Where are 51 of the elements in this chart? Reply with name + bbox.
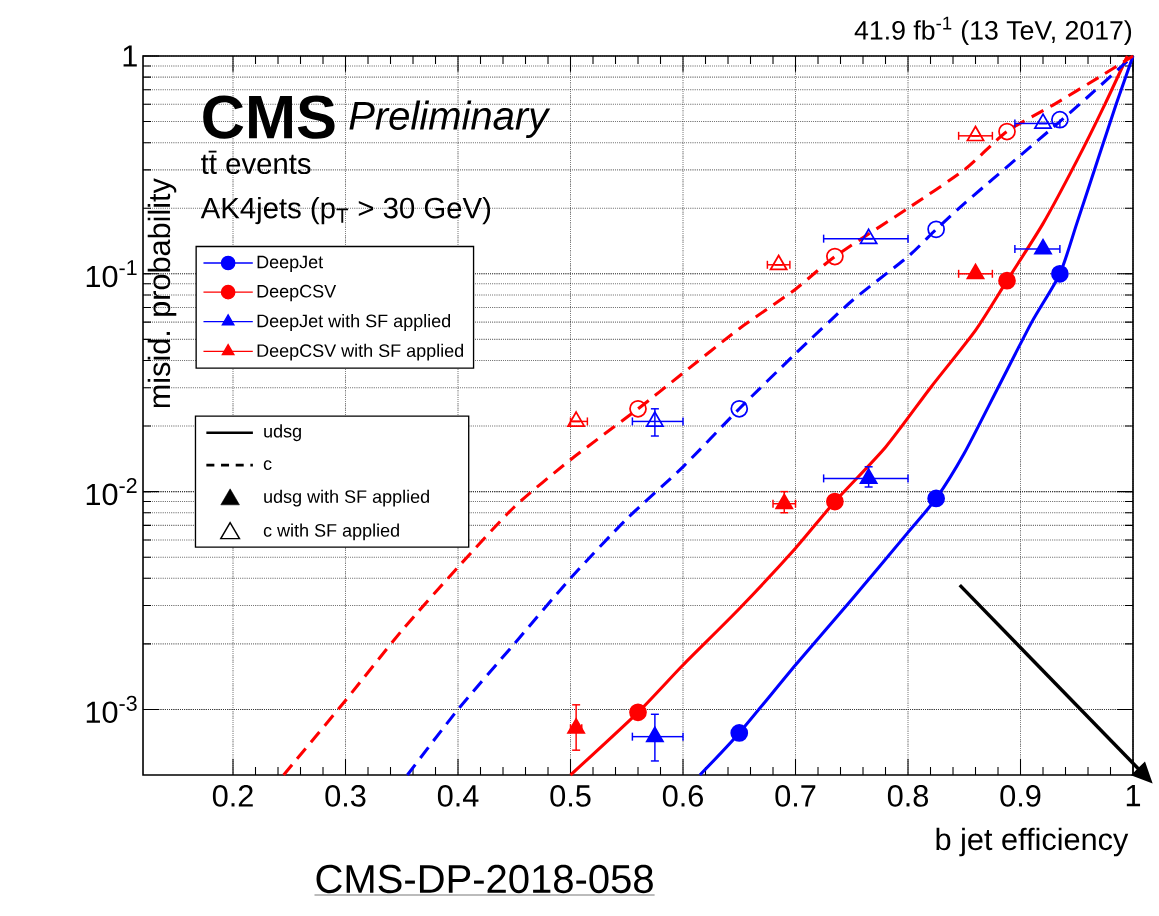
legend-label: DeepJet with SF applied	[257, 314, 451, 331]
annotation: CMS	[203, 95, 335, 139]
text: 41.9 fb$^{-1}$ (13 TeV, 2017)	[854, 16, 1132, 46]
point	[730, 724, 749, 742]
point	[1051, 110, 1069, 129]
x-tick-label: 0.5	[550, 785, 591, 807]
point	[1034, 238, 1052, 255]
annotation: udsg	[264, 424, 301, 442]
x-tick-label: 1	[1126, 785, 1141, 807]
x-tick-label: 0.8	[887, 785, 928, 807]
text: CMS-DP-2018-058	[316, 864, 653, 894]
point	[645, 726, 664, 743]
x-tick-label: 0.3	[325, 785, 366, 807]
x-tick-label: 0.4	[437, 785, 479, 807]
point	[775, 493, 794, 510]
point	[730, 399, 749, 418]
legend-label: DeepJet	[257, 255, 324, 272]
point	[859, 228, 878, 245]
x-axis-title: b jet efficiency	[936, 827, 1129, 857]
point	[927, 489, 945, 508]
annotation: c	[263, 460, 272, 471]
point	[769, 254, 788, 271]
x-tick-label: 0.7	[775, 785, 816, 807]
annotation: tt̄ events	[201, 150, 311, 175]
annotation: udsg with SF applied	[264, 489, 429, 507]
y-tick-label: 10$^{-1}$	[86, 260, 137, 288]
y-tick-label: 10$^{-2}$	[86, 477, 137, 506]
point	[998, 122, 1016, 141]
legend-label: DeepCSV with SF applied	[257, 343, 464, 361]
x-tick-label: 0.9	[1000, 785, 1041, 807]
point	[1051, 264, 1069, 283]
point	[966, 125, 985, 142]
point	[927, 220, 945, 239]
point	[826, 492, 844, 511]
point	[567, 411, 586, 427]
x-tick-label: 0.2	[212, 785, 253, 807]
point	[966, 263, 985, 280]
y-tick-label: 10$^{-3}$	[86, 695, 137, 724]
annotation: AK4jets (p$_{T}$ > 30 GeV)	[200, 196, 491, 225]
x-tick-label: 0.6	[662, 785, 703, 807]
legend-label: DeepCSV	[257, 284, 337, 302]
annotation: Preliminary	[349, 100, 551, 138]
point	[629, 703, 647, 722]
point	[1034, 113, 1052, 130]
point	[826, 247, 844, 266]
point	[629, 399, 647, 418]
y-tick-label: 1	[123, 45, 137, 67]
y-axis-title: misid. probability	[147, 178, 177, 408]
point	[998, 271, 1016, 290]
point	[567, 717, 586, 734]
annotation: c with SF applied	[263, 523, 399, 541]
